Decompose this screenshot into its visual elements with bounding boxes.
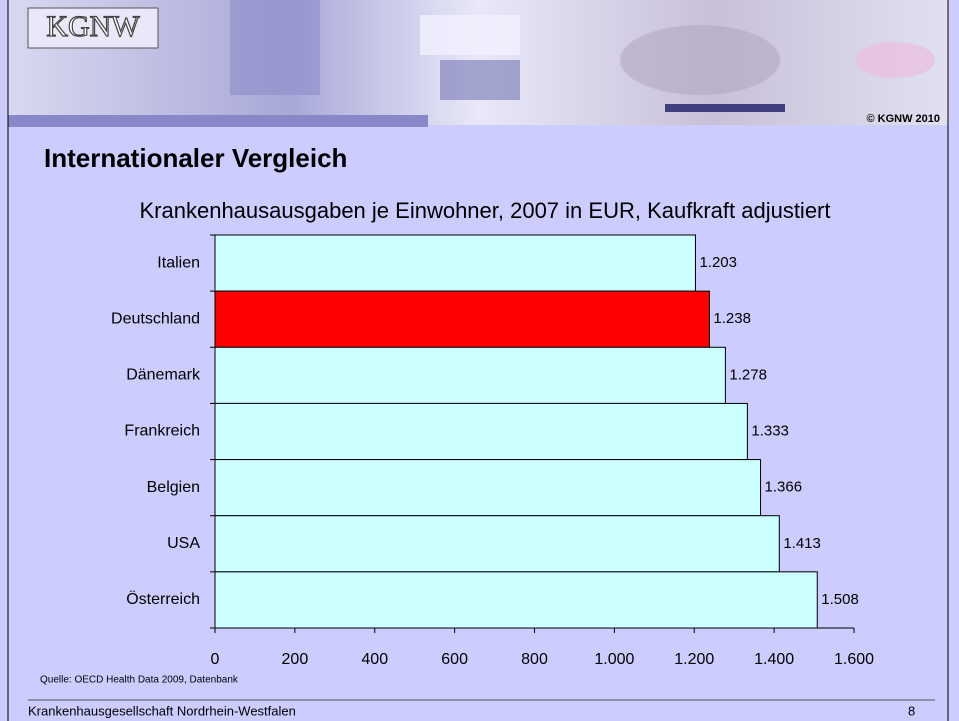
x-tick-label: 600 [441, 651, 468, 668]
bar [214, 459, 762, 517]
banner-strip [8, 115, 428, 127]
slide-title: Internationaler Vergleich [44, 143, 347, 173]
y-tick-label: Italien [157, 254, 200, 271]
banner-shape [620, 25, 780, 95]
copyright: © KGNW 2010 [866, 113, 940, 125]
x-tick-label: 1.000 [594, 651, 634, 668]
bar [214, 234, 696, 292]
banner-strip [665, 104, 785, 112]
y-tick-label: USA [167, 535, 200, 552]
bar [214, 290, 710, 348]
banner-shape [420, 15, 520, 55]
logo-box [27, 7, 159, 49]
x-tick-label: 1.600 [834, 651, 874, 668]
bar [214, 346, 726, 404]
x-tick-label: 0 [211, 651, 220, 668]
x-tick-label: 200 [282, 651, 309, 668]
plot: Italien 1.203 Deutschland 1.238 Dänemark 1.27… [111, 234, 874, 668]
value-label: 1.333 [751, 422, 789, 439]
value-label: 1.278 [729, 366, 767, 383]
value-label: 1.413 [783, 535, 821, 552]
source: Quelle: OECD Health Data 2009, Datenbank [40, 675, 239, 686]
banner-shape [230, 0, 320, 95]
x-tick-label: 800 [521, 651, 548, 668]
banner-shape [440, 60, 520, 100]
x-tick-label: 400 [361, 651, 388, 668]
y-tick-label: Deutschland [111, 310, 200, 327]
value-label: 1.366 [765, 479, 803, 496]
footer-organization: Krankenhausgesellschaft Nordrhein-Westfa… [28, 703, 296, 718]
bar [214, 515, 780, 573]
footer-page: 8 [908, 703, 915, 718]
value-label: 1.203 [699, 254, 737, 271]
value-label: 1.238 [713, 310, 751, 327]
logo: KGNW [46, 10, 140, 43]
y-tick-label: Frankreich [124, 423, 200, 440]
x-tick-label: 1.200 [674, 651, 714, 668]
y-tick-label: Belgien [147, 479, 200, 496]
value-label: 1.508 [821, 591, 859, 608]
bar [214, 571, 818, 629]
bar [214, 402, 748, 461]
y-tick-label: Dänemark [126, 367, 201, 384]
banner-shape [855, 42, 935, 78]
y-tick-label: Österreich [126, 590, 200, 608]
x-tick-label: 1.400 [754, 651, 794, 668]
chart-title: Krankenhausausgaben je Einwohner, 2007 i… [140, 198, 831, 223]
